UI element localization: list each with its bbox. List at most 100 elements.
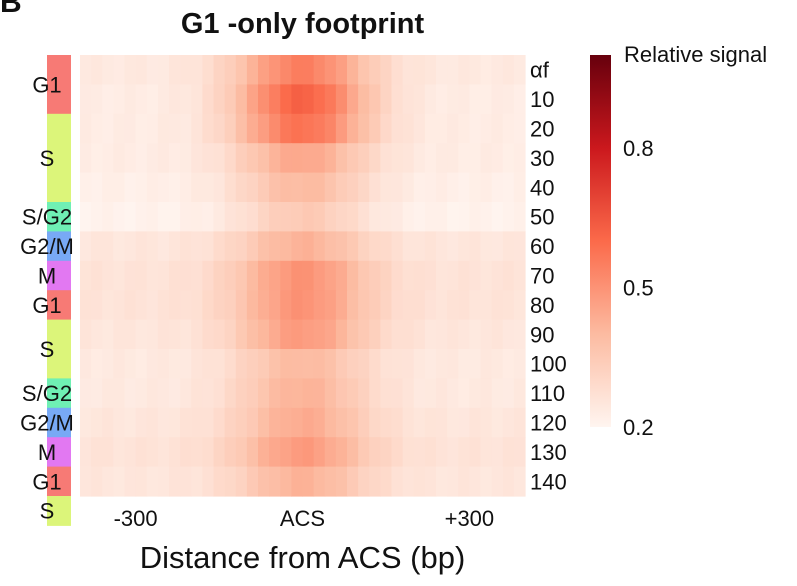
- heatmap-cell: [335, 437, 348, 468]
- heatmap-cell: [458, 290, 470, 321]
- heatmap-cell: [258, 466, 270, 497]
- row-label: 30: [530, 146, 554, 171]
- heatmap-cell: [202, 143, 215, 174]
- heatmap-cell: [502, 172, 515, 203]
- heatmap-cell: [324, 319, 337, 350]
- heatmap-cell: [202, 437, 215, 468]
- heatmap-cell: [380, 55, 393, 85]
- heatmap-cell: [335, 349, 348, 379]
- heatmap-cell: [269, 143, 281, 174]
- heatmap-cell: [258, 84, 270, 115]
- heatmap-cell: [491, 378, 504, 409]
- heatmap-cell: [146, 172, 159, 203]
- heatmap-cell: [324, 202, 337, 232]
- heatmap-cell: [347, 84, 359, 115]
- heatmap-cell: [80, 466, 92, 497]
- heatmap-cell: [235, 55, 248, 85]
- heatmap-cell: [246, 202, 259, 232]
- heatmap-cell: [258, 55, 270, 85]
- heatmap-cell: [124, 349, 137, 379]
- heatmap-cell: [135, 202, 148, 232]
- heatmap-cell: [313, 290, 326, 321]
- heatmap-cell: [135, 172, 148, 203]
- heatmap-cell: [291, 231, 304, 262]
- heatmap-cell: [513, 260, 526, 291]
- heatmap-cell: [369, 55, 381, 85]
- heatmap-cell: [502, 84, 515, 115]
- heatmap-cell: [146, 84, 159, 115]
- heatmap-cell: [391, 437, 404, 468]
- heatmap-cell: [80, 55, 92, 85]
- heatmap-cell: [202, 172, 215, 203]
- heatmap-cell: [447, 378, 459, 409]
- heatmap-cell: [102, 231, 114, 262]
- heatmap-cell: [491, 143, 504, 174]
- heatmap-cell: [258, 319, 270, 350]
- heatmap-cell: [91, 113, 103, 144]
- heatmap-cell: [402, 84, 415, 115]
- heatmap-cell: [491, 437, 504, 468]
- heatmap-cell: [369, 143, 381, 174]
- heatmap-cell: [436, 378, 448, 409]
- heatmap-cell: [324, 260, 337, 291]
- heatmap-cell: [402, 260, 415, 291]
- heatmap-cell: [113, 349, 126, 379]
- heatmap-cell: [513, 113, 526, 144]
- heatmap-cell: [202, 290, 215, 321]
- heatmap-cell: [146, 437, 159, 468]
- heatmap-cell: [413, 143, 426, 174]
- heatmap-cell: [369, 113, 381, 144]
- heatmap-cell: [202, 84, 215, 115]
- heatmap-cell: [269, 113, 281, 144]
- heatmap-cell: [291, 378, 304, 409]
- heatmap-cell: [258, 290, 270, 321]
- heatmap-cell: [80, 260, 92, 291]
- heatmap-cell: [135, 55, 148, 85]
- phase-segment: [47, 466, 71, 497]
- heatmap-cell: [269, 349, 281, 379]
- x-tick-label: +300: [445, 506, 495, 531]
- heatmap-cell: [102, 55, 114, 85]
- heatmap-cell: [213, 172, 226, 203]
- heatmap-cell: [269, 84, 281, 115]
- heatmap-cell: [413, 113, 426, 144]
- heatmap-cell: [180, 407, 192, 438]
- heatmap-cell: [480, 290, 493, 321]
- phase-segment: [47, 260, 71, 291]
- heatmap-cell: [436, 407, 448, 438]
- heatmap-cell: [458, 349, 470, 379]
- heatmap-cell: [436, 84, 448, 115]
- phase-segment: [47, 407, 71, 438]
- heatmap-cell: [291, 466, 304, 497]
- heatmap-cell: [91, 84, 103, 115]
- row-label: αf: [530, 58, 550, 83]
- heatmap-cell: [469, 319, 482, 350]
- heatmap-cell: [235, 113, 248, 144]
- heatmap-cell: [280, 378, 292, 409]
- heatmap-cell: [469, 260, 482, 291]
- heatmap-cell: [224, 84, 237, 115]
- heatmap-cell: [302, 378, 315, 409]
- heatmap-cell: [146, 466, 159, 497]
- row-label: 120: [530, 411, 567, 436]
- heatmap-cell: [491, 319, 504, 350]
- heatmap-cell: [347, 407, 359, 438]
- heatmap-cell: [502, 260, 515, 291]
- heatmap-cell: [480, 407, 493, 438]
- heatmap-cell: [502, 55, 515, 85]
- heatmap-cell: [413, 290, 426, 321]
- x-tick-labels: -300 ACS +300: [114, 506, 495, 531]
- phase-label: S: [40, 146, 55, 171]
- heatmap-cell: [436, 437, 448, 468]
- heatmap-cell: [224, 143, 237, 174]
- heatmap-cell: [358, 437, 370, 468]
- heatmap-cell: [169, 202, 181, 232]
- heatmap-cell: [91, 319, 103, 350]
- heatmap-cell: [80, 319, 92, 350]
- heatmap-cell: [135, 466, 148, 497]
- heatmap-cell: [102, 437, 114, 468]
- heatmap-cell: [502, 466, 515, 497]
- heatmap-cell: [302, 466, 315, 497]
- heatmap-cell: [413, 202, 426, 232]
- heatmap-cell: [469, 231, 482, 262]
